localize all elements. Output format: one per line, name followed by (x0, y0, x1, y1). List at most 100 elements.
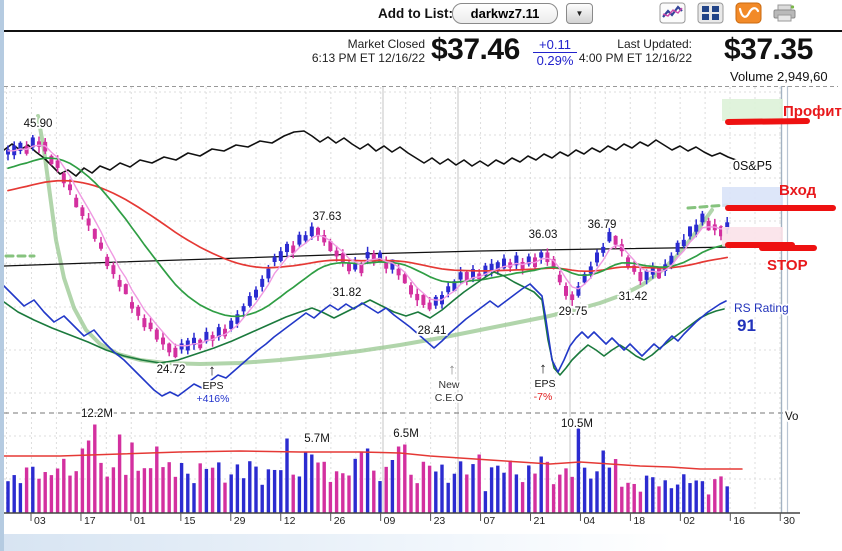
volume-bar (43, 472, 47, 513)
x-axis-label: 17 (84, 515, 96, 527)
volume-bar (496, 465, 500, 513)
volume-bar (316, 462, 320, 513)
last-updated-label: Last Updated: (617, 37, 692, 51)
volume-bar (192, 483, 196, 513)
volume-bar (68, 475, 72, 513)
window-bottom-frame (0, 534, 842, 551)
volume-bar (235, 464, 240, 513)
volume-bar (347, 475, 351, 513)
price-label: 31.82 (333, 287, 362, 299)
ma200-line (3, 246, 737, 267)
volume-bar (725, 486, 729, 513)
volume-bar (440, 464, 444, 513)
volume-bar (558, 474, 562, 513)
grid-view-button[interactable] (697, 2, 724, 24)
x-axis-label: 26 (334, 515, 346, 527)
volume-readout: Volume 2,949,60 (730, 69, 828, 84)
volume-bar (266, 469, 271, 513)
volume-bar (6, 481, 10, 513)
stop-zone (722, 227, 783, 246)
sp500-label: 0S&P5 (733, 159, 772, 173)
volume-bar (210, 467, 215, 513)
volume-bar (471, 464, 475, 513)
session-price: $37.35 (724, 33, 813, 66)
volume-bar (595, 471, 599, 513)
line-chart-icon (659, 2, 686, 24)
volume-bar (353, 458, 357, 513)
volume-bar (644, 475, 649, 513)
window-left-frame (0, 0, 4, 551)
volume-bar (706, 494, 711, 513)
volume-bar (130, 442, 134, 513)
price-change: +0.11 0.29% (533, 37, 577, 68)
stop-label: STOP (767, 257, 808, 274)
entry-label: Вход (779, 182, 817, 199)
volume-bar (217, 462, 221, 513)
volume-bar (415, 483, 419, 513)
volume-bar (167, 462, 171, 513)
volume-bar (148, 468, 153, 513)
volume-bar (254, 466, 258, 513)
market-status-text: Market Closed (347, 37, 425, 51)
volume-label: 10.5M (561, 418, 593, 430)
market-status: Market Closed 6:13 PM ET 12/16/22 (312, 37, 425, 65)
volume-bar (403, 444, 407, 513)
volume-bar (111, 467, 116, 513)
entry-zone (722, 187, 783, 207)
volume-bar (297, 476, 302, 513)
volume-bar (694, 480, 698, 513)
volume-bar (186, 473, 190, 513)
header-divider (0, 30, 842, 32)
volume-bar (719, 476, 723, 513)
price-label: 37.63 (313, 211, 342, 223)
volume-bar (545, 461, 550, 513)
sp500-line (3, 130, 737, 177)
volume-bar (80, 448, 85, 513)
market-status-time: 6:13 PM ET 12/16/22 (311, 51, 425, 65)
volume-bar (527, 465, 531, 513)
volume-bar (279, 470, 283, 513)
volume-bar (328, 481, 333, 513)
volume-bar (483, 491, 488, 513)
ma10-line (7, 144, 728, 347)
event-arrow-icon: ↑ (208, 362, 216, 379)
volume-bar (465, 474, 469, 513)
volume-bar (117, 434, 122, 513)
volume-bar (272, 469, 277, 513)
volume-bar (124, 474, 128, 513)
volume-bar (359, 452, 364, 513)
volume-bar (421, 461, 426, 513)
print-button[interactable] (771, 2, 798, 24)
volume-bar (601, 450, 605, 513)
event-value: -7% (534, 391, 553, 403)
x-axis-label: 15 (184, 515, 196, 527)
volume-bar (657, 486, 661, 513)
grid-view-icon (697, 2, 724, 24)
list-dropdown-arrow-button[interactable]: ▼ (566, 3, 593, 24)
event-label: C.E.O (435, 392, 464, 404)
curve-tool-button[interactable] (735, 2, 762, 24)
volume-bar (396, 446, 401, 513)
line-chart-view-button[interactable] (659, 2, 686, 24)
volume-bar (378, 481, 382, 513)
x-axis-label: 02 (683, 515, 695, 527)
volume-bar (341, 473, 345, 513)
volume-bar (18, 483, 23, 513)
price-label: 36.79 (588, 219, 617, 231)
volume-bar (229, 474, 233, 513)
list-dropdown[interactable]: darkwz7.11 (452, 3, 558, 24)
volume-bar (223, 482, 227, 513)
volume-bar (105, 476, 109, 513)
volume-bar (334, 471, 339, 513)
volume-bar (179, 463, 184, 513)
volume-bar (663, 480, 667, 513)
x-axis-label: 07 (484, 515, 496, 527)
volume-bar (613, 459, 618, 513)
volume-bar (136, 470, 140, 513)
event-label: EPS (534, 378, 555, 390)
volume-bar (638, 491, 643, 513)
volume-bar (489, 467, 494, 513)
stock-chart[interactable]: 45.90 37.63 31.82 36.03 36.79 29.75 31.42 28.41… (0, 86, 842, 528)
volume-label: 12.2M (81, 408, 113, 420)
